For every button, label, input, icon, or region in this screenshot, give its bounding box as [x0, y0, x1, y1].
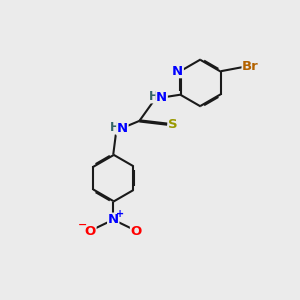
Text: O: O [85, 225, 96, 238]
Text: H: H [110, 121, 120, 134]
Text: H: H [149, 90, 159, 103]
Text: N: N [156, 91, 167, 104]
Text: O: O [130, 225, 142, 238]
Text: −: − [77, 220, 87, 230]
Text: N: N [172, 65, 183, 78]
Text: Br: Br [242, 60, 259, 73]
Text: +: + [116, 209, 124, 219]
Text: S: S [168, 118, 178, 131]
Text: N: N [117, 122, 128, 135]
Text: N: N [108, 213, 119, 226]
